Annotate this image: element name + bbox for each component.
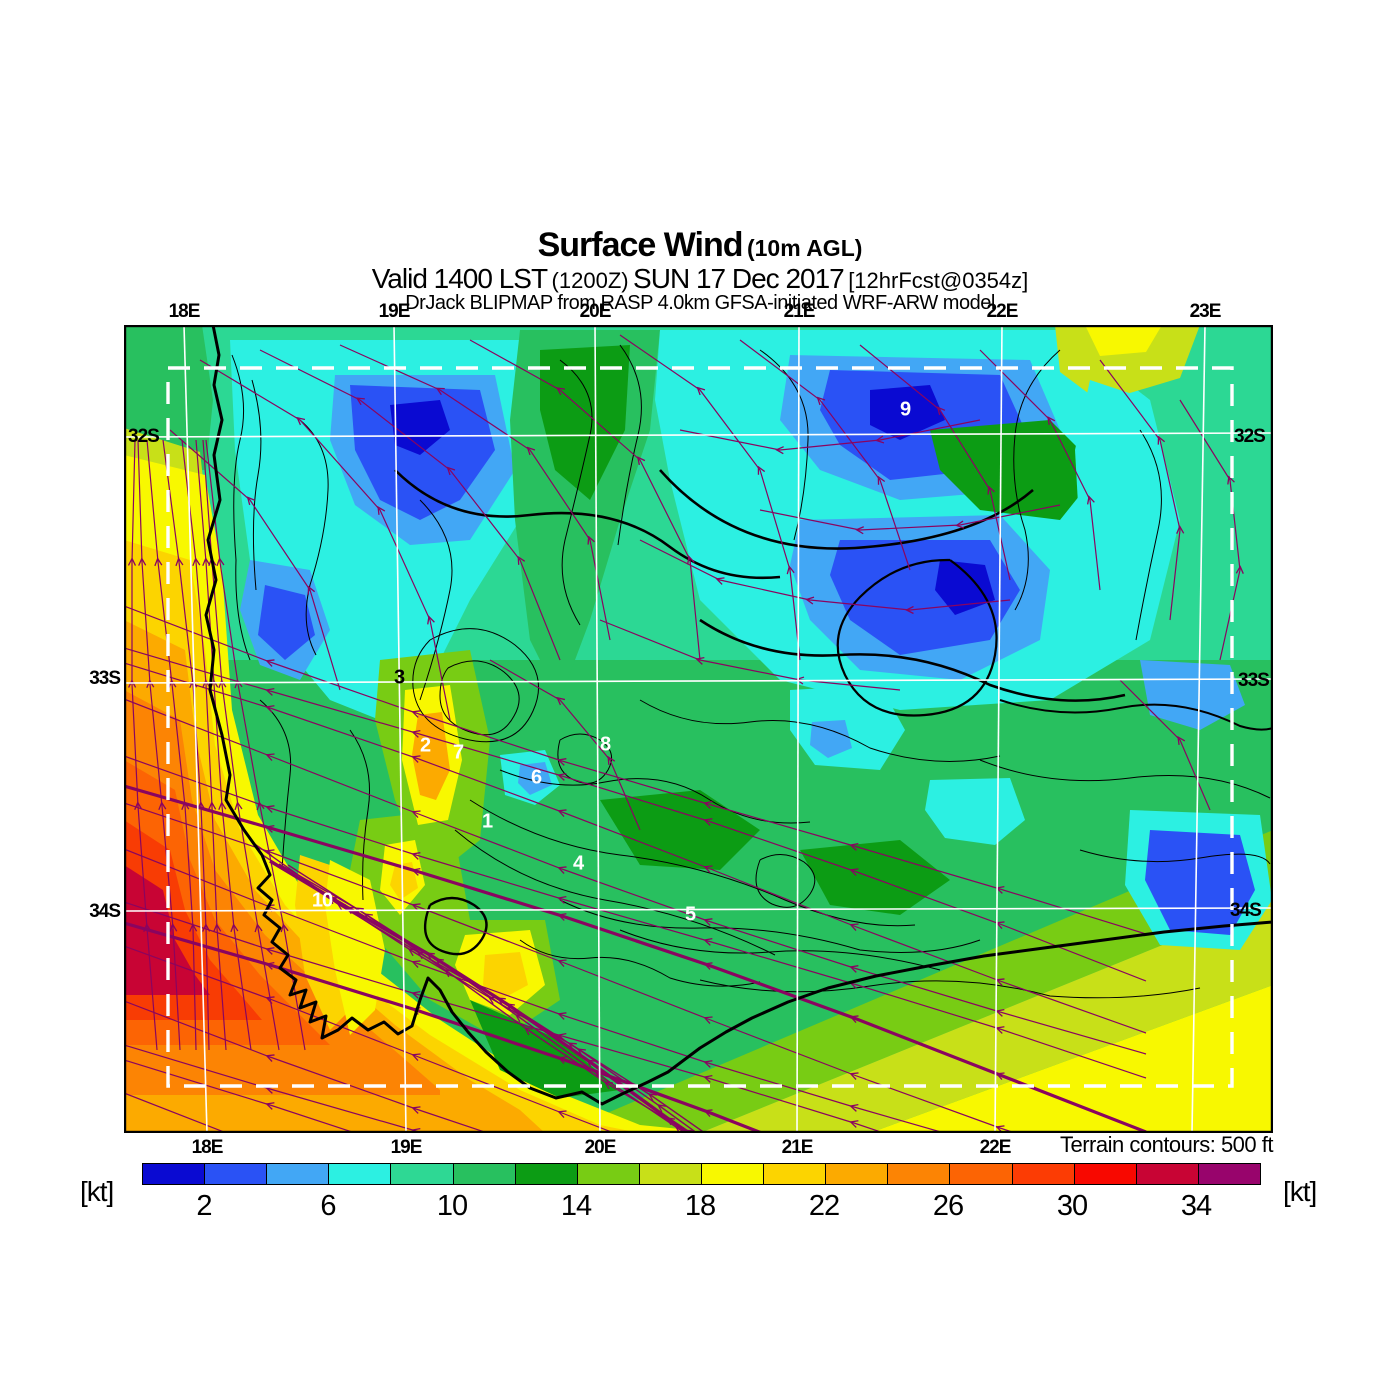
colorbar-cell xyxy=(764,1164,827,1184)
colorbar-cell xyxy=(577,1164,640,1184)
colorbar-tick-30: 30 xyxy=(1056,1190,1088,1222)
wind-speed-fill xyxy=(124,325,1273,1133)
colorbar-cell xyxy=(143,1164,206,1184)
colorbar-cell xyxy=(205,1164,268,1184)
colorbar-tick-2: 2 xyxy=(196,1190,212,1222)
colorbar-tick-18: 18 xyxy=(684,1190,716,1222)
axis-right-32s: 32S xyxy=(1234,426,1266,447)
colorbar-cell xyxy=(639,1164,702,1184)
axis-left-32s: 32S xyxy=(128,426,160,447)
colorbar-cell xyxy=(1074,1164,1137,1184)
colorbar-cell xyxy=(1012,1164,1075,1184)
axis-bottom-22e: 22E xyxy=(979,1137,1012,1158)
site-marker-7: 7 xyxy=(452,741,464,764)
colorbar-tick-26: 26 xyxy=(932,1190,964,1222)
site-marker-1: 1 xyxy=(481,810,493,833)
site-marker-6: 6 xyxy=(530,766,542,789)
valid-time: Valid 1400 LST xyxy=(371,262,548,294)
model-line: DrJack BLIPMAP from RASP 4.0km GFSA-init… xyxy=(405,292,995,315)
site-marker-2: 2 xyxy=(419,734,431,757)
colorbar-cell xyxy=(826,1164,889,1184)
site-marker-3: 3 xyxy=(393,666,405,689)
valid-time-z: (1200Z) xyxy=(551,267,629,293)
axis-bottom-21e: 21E xyxy=(781,1137,814,1158)
site-marker-10: 10 xyxy=(311,889,333,912)
colorbar-tick-14: 14 xyxy=(560,1190,592,1222)
colorbar-tick-34: 34 xyxy=(1180,1190,1212,1222)
valid-time-line: Valid 1400 LST (1200Z) SUN 17 Dec 2017 [… xyxy=(0,262,1400,294)
wind-speed-colorbar xyxy=(142,1163,1261,1185)
site-marker-5: 5 xyxy=(684,903,696,926)
map-figure: 1 2 3 4 5 6 7 8 9 10 xyxy=(124,325,1273,1133)
forecast-tag: [12hrFcst@0354z] xyxy=(848,267,1029,293)
terrain-contours-note: Terrain contours: 500 ft xyxy=(1059,1132,1274,1157)
axis-bottom-18e: 18E xyxy=(191,1137,224,1158)
coastline xyxy=(204,325,1273,1106)
axis-bottom-20e: 20E xyxy=(584,1137,617,1158)
colorbar-tick-22: 22 xyxy=(808,1190,840,1222)
lat-lon-grid xyxy=(124,325,1273,1133)
site-marker-8: 8 xyxy=(599,733,611,756)
colorbar-unit-right: [kt] xyxy=(1283,1176,1317,1207)
axis-right-33s: 33S xyxy=(1238,670,1270,691)
axis-left-33s: 33S xyxy=(89,668,121,689)
colorbar-cell xyxy=(701,1164,765,1184)
title-suffix: (10m AGL) xyxy=(746,235,863,261)
site-marker-4: 4 xyxy=(572,852,584,875)
axis-top-19e: 19E xyxy=(378,301,411,322)
colorbar-cell xyxy=(391,1164,454,1184)
axis-top-18e: 18E xyxy=(168,301,201,322)
colorbar-cell xyxy=(515,1164,578,1184)
axis-left-34s: 34S xyxy=(89,901,121,922)
title-main: Surface Wind xyxy=(537,226,744,264)
title-block: Surface Wind (10m AGL) Valid 1400 LST (1… xyxy=(0,226,1400,315)
colorbar-cell xyxy=(950,1164,1013,1184)
axis-top-22e: 22E xyxy=(986,301,1019,322)
axis-top-20e: 20E xyxy=(579,301,612,322)
colorbar-cell xyxy=(453,1164,516,1184)
colorbar-cell xyxy=(1198,1164,1260,1184)
axis-top-23e: 23E xyxy=(1189,301,1222,322)
colorbar-cell xyxy=(329,1164,392,1184)
axis-bottom-19e: 19E xyxy=(390,1137,423,1158)
axis-right-34s: 34S xyxy=(1230,900,1262,921)
colorbar-cell xyxy=(888,1164,951,1184)
colorbar-tick-10: 10 xyxy=(436,1190,468,1222)
colorbar-cell xyxy=(1136,1164,1199,1184)
page-title: Surface Wind (10m AGL) xyxy=(0,226,1400,264)
map-border xyxy=(124,325,1273,1133)
axis-top-21e: 21E xyxy=(783,301,816,322)
colorbar-unit-left: [kt] xyxy=(80,1176,114,1207)
colorbar-cell xyxy=(267,1164,330,1184)
site-marker-9: 9 xyxy=(899,398,911,421)
colorbar-tick-6: 6 xyxy=(320,1190,336,1222)
wind-field-map xyxy=(124,325,1273,1133)
valid-date: SUN 17 Dec 2017 xyxy=(633,262,845,294)
domain-boundary xyxy=(166,366,1234,1088)
